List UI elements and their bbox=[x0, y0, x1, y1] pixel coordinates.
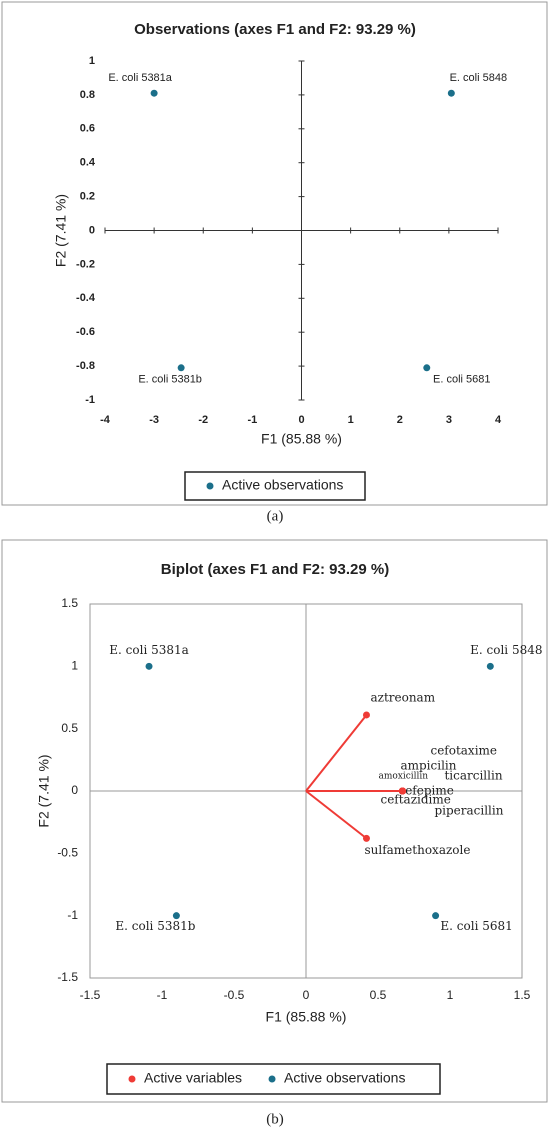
point-label: E. coli 5681 bbox=[440, 919, 512, 933]
legend-label: Active observations bbox=[222, 477, 343, 493]
observation-point bbox=[177, 364, 185, 372]
y-tick-label: -0.5 bbox=[57, 846, 78, 860]
point-label: E. coli 5848 bbox=[450, 72, 507, 84]
x-tick-label: 3 bbox=[446, 414, 452, 426]
legend-swatch bbox=[268, 1075, 276, 1083]
y-tick-label: 0.5 bbox=[61, 721, 78, 735]
x-tick-label: 0 bbox=[298, 414, 304, 426]
legend-box bbox=[184, 471, 366, 501]
observation-point bbox=[150, 89, 158, 97]
y-tick-label: 0.2 bbox=[80, 191, 95, 203]
x-tick-label: 0.5 bbox=[370, 988, 387, 1002]
chart-title: Observations (axes F1 and F2: 93.29 %) bbox=[134, 21, 416, 38]
panel-frame bbox=[1, 539, 548, 1103]
y-tick-label: 0 bbox=[71, 783, 78, 797]
y-tick-label: 0.6 bbox=[80, 123, 95, 135]
y-tick-label: 1 bbox=[71, 659, 78, 673]
y-tick-label: 0 bbox=[89, 224, 95, 236]
y-tick-label: 0.8 bbox=[80, 89, 95, 101]
observation-point bbox=[486, 662, 494, 670]
point-label: ticarcillin bbox=[444, 769, 502, 783]
point-label: ceftazidime bbox=[380, 793, 450, 807]
x-tick-label: -0.5 bbox=[224, 988, 245, 1002]
observation-point bbox=[423, 364, 431, 372]
x-tick-label: -1.5 bbox=[80, 988, 101, 1002]
caption: (b) bbox=[266, 1111, 284, 1127]
variable-vector bbox=[305, 714, 368, 792]
y-tick-label: -0.4 bbox=[76, 292, 96, 304]
x-tick-label: -1 bbox=[247, 414, 257, 426]
y-tick-label: -1.5 bbox=[57, 970, 78, 984]
point-label: aztreonam bbox=[370, 690, 435, 704]
point-label: E. coli 5681 bbox=[433, 374, 490, 386]
x-tick-label: 1 bbox=[447, 988, 454, 1002]
point-label: cefepime bbox=[398, 784, 453, 798]
x-tick-label: 2 bbox=[397, 414, 403, 426]
x-tick-label: -3 bbox=[149, 414, 159, 426]
x-axis-label: F1 (85.88 %) bbox=[261, 431, 342, 447]
y-tick-label: -0.6 bbox=[76, 326, 95, 338]
x-tick-label: 4 bbox=[495, 414, 502, 426]
y-tick-label: 1.5 bbox=[61, 596, 78, 610]
point-label: E. coli 5848 bbox=[470, 643, 542, 657]
variable-point bbox=[362, 711, 370, 719]
point-label: ampicilin bbox=[400, 759, 456, 773]
y-tick-label: -1 bbox=[85, 394, 95, 406]
point-label: E. coli 5381b bbox=[115, 919, 195, 933]
x-tick-label: 1.5 bbox=[514, 988, 531, 1002]
x-tick-label: 1 bbox=[348, 414, 354, 426]
observation-point bbox=[447, 89, 455, 97]
y-tick-label: 1 bbox=[89, 55, 95, 67]
y-axis-label: F2 (7.41 %) bbox=[53, 194, 69, 267]
variable-vector bbox=[305, 790, 368, 840]
y-tick-label: -1 bbox=[67, 908, 78, 922]
observation-point bbox=[145, 662, 153, 670]
x-tick-label: 0 bbox=[303, 988, 310, 1002]
y-axis-label: F2 (7.41 %) bbox=[36, 754, 52, 827]
y-tick-label: 0.4 bbox=[80, 157, 96, 169]
y-tick-label: -0.8 bbox=[76, 360, 95, 372]
point-label: piperacillin bbox=[434, 804, 503, 818]
x-tick-label: -4 bbox=[100, 414, 111, 426]
legend-swatch bbox=[206, 482, 214, 490]
x-axis-label: F1 (85.88 %) bbox=[266, 1009, 347, 1025]
variable-point bbox=[398, 787, 406, 795]
x-tick-label: -1 bbox=[157, 988, 168, 1002]
observation-point bbox=[172, 912, 180, 920]
point-label: E. coli 5381a bbox=[109, 643, 189, 657]
variable-point bbox=[362, 834, 370, 842]
observation-point bbox=[432, 912, 440, 920]
point-label: amoxicillin bbox=[378, 772, 428, 782]
point-label: E. coli 5381a bbox=[108, 72, 172, 84]
legend-swatch bbox=[128, 1075, 136, 1083]
chart-title: Biplot (axes F1 and F2: 93.29 %) bbox=[161, 561, 389, 578]
x-tick-label: -2 bbox=[198, 414, 208, 426]
caption: (a) bbox=[267, 508, 284, 524]
legend-label: Active variables bbox=[144, 1070, 242, 1086]
point-label: E. coli 5381b bbox=[138, 374, 202, 386]
legend-label: Active observations bbox=[284, 1070, 405, 1086]
panel-frame bbox=[1, 1, 548, 506]
point-label: cefotaxime bbox=[430, 744, 497, 758]
point-label: sulfamethoxazole bbox=[364, 843, 470, 857]
y-tick-label: -0.2 bbox=[76, 258, 95, 270]
